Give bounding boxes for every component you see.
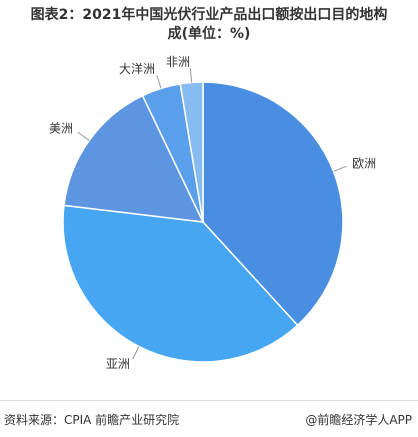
- pie-slice: [62, 204, 299, 363]
- source: 资料来源：CPIA 前瞻产业研究院: [4, 413, 180, 427]
- pie-slice: [202, 81, 344, 327]
- leader-line: [132, 346, 140, 360]
- leader-line: [189, 68, 193, 83]
- leader-line: [156, 74, 162, 89]
- slice-label: 美洲: [49, 121, 73, 135]
- footer: 资料来源：CPIA 前瞻产业研究院 @前瞻经济学人APP: [0, 400, 418, 437]
- slice-label: 亚洲: [106, 357, 130, 371]
- leader-line: [333, 165, 347, 172]
- pie-slice: [63, 94, 205, 223]
- slice-label: 大洋洲: [119, 61, 155, 76]
- pie-slice: [179, 81, 204, 223]
- leader-line: [77, 131, 90, 141]
- slice-label: 非洲: [166, 55, 190, 69]
- chart-title: 图表2：2021年中国光伏行业产品出口额按出口目的地构成(单位：%): [30, 7, 388, 42]
- slice-label: 欧洲: [352, 157, 376, 171]
- credit: @前瞻经济学人APP: [305, 413, 412, 427]
